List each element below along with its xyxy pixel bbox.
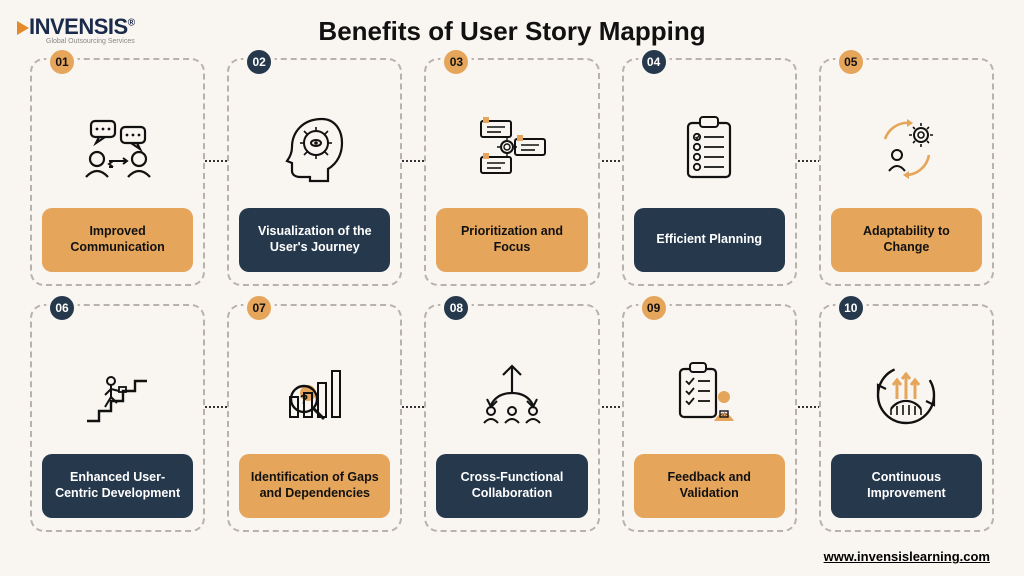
card-number-badge: 09 [638,292,670,324]
comm-icon [42,88,193,208]
brand-tagline: Global Outsourcing Services [46,38,135,45]
benefit-card: 07Identification of Gaps and Dependencie… [227,304,402,532]
benefit-card: 08Cross-Functional Collaboration [424,304,599,532]
benefit-card: 04Efficient Planning [622,58,797,286]
benefit-card: 01Improved Communication [30,58,205,286]
brand-logo: INVENSIS® Global Outsourcing Services [18,14,135,45]
feedback-icon [634,334,785,454]
card-label: Feedback and Validation [634,454,785,518]
card-number-badge: 07 [243,292,275,324]
card-number-badge: 03 [440,46,472,78]
footer-url: www.invensislearning.com [824,549,990,564]
card-label: Continuous Improvement [831,454,982,518]
card-number-badge: 04 [638,46,670,78]
benefit-card: 10Continuous Improvement [819,304,994,532]
lists-icon [436,88,587,208]
card-number-badge: 05 [835,46,867,78]
card-number-badge: 06 [46,292,78,324]
page-title: Benefits of User Story Mapping [0,0,1024,47]
card-label: Enhanced User-Centric Development [42,454,193,518]
benefit-card: 09Feedback and Validation [622,304,797,532]
card-label: Adaptability to Change [831,208,982,272]
mag-icon [239,334,390,454]
adapt-icon [831,88,982,208]
card-number-badge: 01 [46,46,78,78]
improve-icon [831,334,982,454]
head-icon [239,88,390,208]
card-label: Prioritization and Focus [436,208,587,272]
benefit-card: 02Visualization of the User's Journey [227,58,402,286]
benefit-card: 03Prioritization and Focus [424,58,599,286]
benefit-card: 06Enhanced User-Centric Development [30,304,205,532]
cards-grid: 01Improved Communication02Visualization … [30,58,994,532]
card-label: Identification of Gaps and Dependencies [239,454,390,518]
collab-icon [436,334,587,454]
card-label: Cross-Functional Collaboration [436,454,587,518]
logo-triangle-icon [17,21,29,35]
card-number-badge: 10 [835,292,867,324]
benefit-card: 05Adaptability to Change [819,58,994,286]
brand-registered: ® [128,18,135,29]
card-label: Efficient Planning [634,208,785,272]
brand-name: INVENSIS [29,14,128,39]
card-label: Visualization of the User's Journey [239,208,390,272]
card-label: Improved Communication [42,208,193,272]
clip-icon [634,88,785,208]
stairs-icon [42,334,193,454]
card-number-badge: 02 [243,46,275,78]
card-number-badge: 08 [440,292,472,324]
